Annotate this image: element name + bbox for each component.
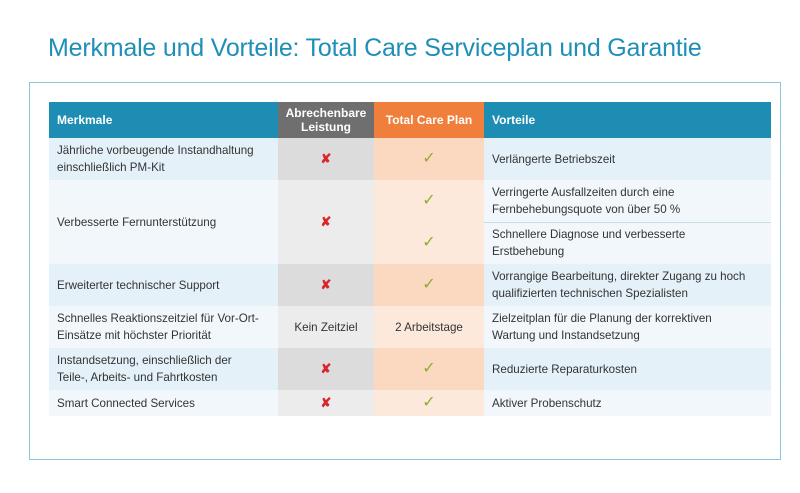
cross-icon: ✘: [320, 361, 332, 376]
header-merkmale: Merkmale: [49, 102, 278, 138]
table-row: Smart Connected Services ✘ ✓ Aktiver Pro…: [49, 390, 771, 416]
vorteil-text: Wartung und Instandsetzung: [492, 329, 640, 342]
merkmal-cell: Smart Connected Services: [49, 390, 278, 416]
cross-icon: ✘: [320, 151, 332, 166]
abrechenbar-cell: ✘: [278, 264, 374, 306]
merkmal-text: einschließlich PM-Kit: [57, 161, 165, 174]
merkmal-cell: Schnelles Reaktionszeitziel für Vor-Ort-…: [49, 306, 278, 348]
abrechenbar-cell: ✘: [278, 180, 374, 264]
vorteil-cell: Verlängerte Betriebszeit: [484, 138, 771, 180]
merkmal-cell: Verbesserte Fernunterstützung: [49, 180, 278, 264]
table-row: Instandsetzung, einschließlich der Teile…: [49, 348, 771, 390]
check-icon: ✓: [422, 192, 436, 209]
merkmal-text: Einsätze mit höchster Priorität: [57, 329, 211, 342]
header-abrechenbare-line1: Abrechenbare: [285, 106, 367, 120]
merkmal-cell: Instandsetzung, einschließlich der Teile…: [49, 348, 278, 390]
merkmal-text: Teile-, Arbeits- und Fahrtkosten: [57, 371, 218, 384]
table-row: Verbesserte Fernunterstützung ✘ ✓ Verrin…: [49, 180, 771, 264]
header-abrechenbare-line2: Leistung: [301, 120, 351, 134]
check-icon: ✓: [422, 394, 436, 411]
vorteil-cell: Aktiver Probenschutz: [484, 390, 771, 416]
vorteil-text: Zielzeitplan für die Planung der korrekt…: [492, 312, 712, 325]
cross-icon: ✘: [320, 395, 332, 410]
vorteil-cell: Reduzierte Reparaturkosten: [484, 348, 771, 390]
vorteil-text: qualifizierten technischen Spezialisten: [492, 287, 688, 300]
vorteil-text: Aktiver Probenschutz: [492, 396, 602, 410]
merkmal-text: Smart Connected Services: [57, 396, 195, 410]
table-row: ✓ Schnellere Diagnose und verbesserte Er…: [49, 222, 771, 264]
vorteil-cell: Zielzeitplan für die Planung der korrekt…: [484, 306, 771, 348]
merkmal-text: Verbesserte Fernunterstützung: [57, 215, 217, 229]
check-icon: ✓: [422, 150, 436, 167]
vorteil-text: Vorrangige Bearbeitung, direkter Zugang …: [492, 270, 746, 283]
table-row: Schnelles Reaktionszeitziel für Vor-Ort-…: [49, 306, 771, 348]
total-care-cell: ✓: [374, 222, 484, 264]
total-care-cell: ✓: [374, 348, 484, 390]
merkmal-text: Erweiterter technischer Support: [57, 278, 220, 292]
merkmal-text: Schnelles Reaktionszeitziel für Vor-Ort-: [57, 312, 259, 325]
vorteil-text: Erstbehebung: [492, 245, 565, 259]
abrechenbar-cell: ✘: [278, 390, 374, 416]
vorteil-cell: Vorrangige Bearbeitung, direkter Zugang …: [484, 264, 771, 306]
merkmal-text: Jährliche vorbeugende Instandhaltung: [57, 144, 254, 157]
merkmal-cell: Erweiterter technischer Support: [49, 264, 278, 306]
abrechenbar-text: Kein Zeitziel: [294, 320, 358, 334]
table-row: Jährliche vorbeugende Instandhaltung ein…: [49, 138, 771, 180]
merkmal-text: Instandsetzung, einschließlich der: [57, 354, 232, 367]
page-title: Merkmale und Vorteile: Total Care Servic…: [48, 34, 702, 62]
cross-icon: ✘: [320, 277, 332, 292]
total-care-cell: ✓: [374, 138, 484, 180]
check-icon: ✓: [422, 276, 436, 293]
cross-icon: ✘: [320, 214, 332, 229]
header-row: Merkmale Abrechenbare Leistung Total Car…: [49, 102, 771, 138]
table-frame: [29, 82, 781, 460]
feature-comparison-table: Merkmale Abrechenbare Leistung Total Car…: [49, 102, 771, 416]
total-care-cell: ✓: [374, 264, 484, 306]
check-icon: ✓: [422, 234, 436, 251]
vorteil-text: Verlängerte Betriebszeit: [492, 152, 616, 166]
total-care-text: 2 Arbeitstage: [395, 320, 463, 334]
merkmal-cell: Jährliche vorbeugende Instandhaltung ein…: [49, 138, 278, 180]
vorteil-text: Verringerte Ausfallzeiten durch eine: [492, 185, 675, 199]
vorteil-cell: Verringerte Ausfallzeiten durch eine Fer…: [484, 180, 771, 223]
total-care-cell: 2 Arbeitstage: [374, 306, 484, 348]
abrechenbar-cell: ✘: [278, 348, 374, 390]
vorteil-text: Schnellere Diagnose und verbesserte: [492, 228, 686, 242]
table-row: Erweiterter technischer Support ✘ ✓ Vorr…: [49, 264, 771, 306]
abrechenbar-cell: ✘: [278, 138, 374, 180]
abrechenbar-cell: Kein Zeitziel: [278, 306, 374, 348]
header-vorteile: Vorteile: [484, 102, 771, 138]
header-abrechenbare-leistung: Abrechenbare Leistung: [278, 102, 374, 138]
vorteil-cell: Schnellere Diagnose und verbesserte Erst…: [484, 222, 771, 264]
check-icon: ✓: [422, 360, 436, 377]
total-care-cell: ✓: [374, 390, 484, 416]
vorteil-text: Fernbehebungsquote von über 50 %: [492, 202, 681, 216]
header-total-care-plan: Total Care Plan: [374, 102, 484, 138]
vorteil-text: Reduzierte Reparaturkosten: [492, 362, 638, 376]
total-care-cell: ✓: [374, 180, 484, 222]
